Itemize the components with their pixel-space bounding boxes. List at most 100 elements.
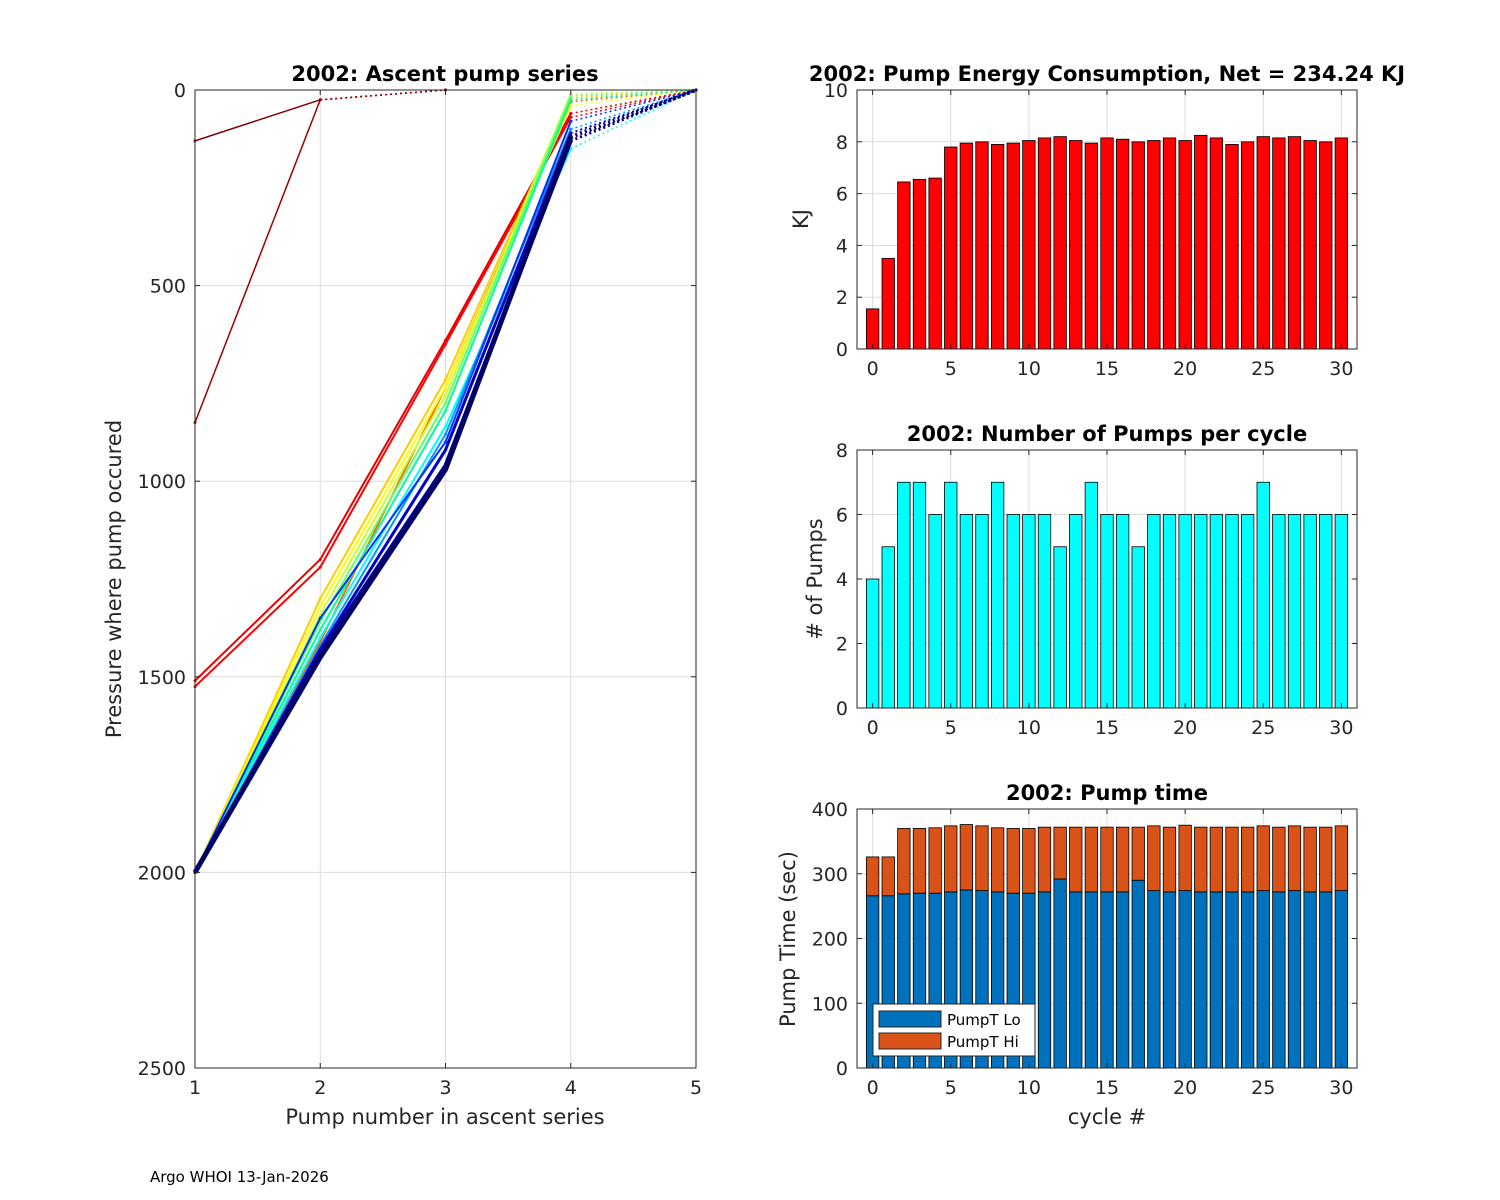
pumptime-bar-hi-25: [1256, 825, 1270, 891]
ascent-point-9-1: [318, 628, 322, 632]
energy-bar-24: [1240, 141, 1255, 350]
pumps-bar-1: [881, 546, 895, 709]
pumptime-xtick-label: 5: [945, 1077, 957, 1099]
ascent-point-5-1: [318, 597, 322, 601]
pumptime-bar-hi-13: [1069, 826, 1083, 893]
ascent-point-12-2: [444, 440, 447, 444]
pumptime-bar-hi-8: [990, 827, 1005, 893]
ascent-xtick-label: 4: [565, 1077, 577, 1099]
pumps-bar-30: [1334, 514, 1349, 709]
pumptime-bar-hi-30: [1334, 825, 1349, 891]
ascent-point-12-3: [569, 119, 573, 123]
pumps-ylabel: # of Pumps: [803, 518, 827, 640]
pumps-bar-20: [1178, 514, 1192, 709]
energy-bars: [865, 134, 1349, 350]
pumptime-bar-lo-19: [1162, 891, 1177, 1069]
pumptime-bar-lo-27: [1287, 890, 1302, 1069]
pumps-ytick-label: 8: [836, 440, 848, 462]
pumps-bar-25: [1256, 481, 1270, 709]
pumps-bar-13: [1069, 514, 1083, 709]
pumptime-bar-lo-17: [1131, 879, 1145, 1069]
legend-swatch-pumpt-lo: [878, 1010, 942, 1028]
ascent-grid: [194, 89, 697, 1069]
ascent-point-3-3: [569, 115, 573, 119]
ascent-series-dotted-11: [570, 89, 697, 130]
energy-bar-13: [1069, 140, 1083, 350]
pumptime-bar-hi-26: [1272, 826, 1286, 893]
pumptime-ytick-label: 0: [836, 1058, 848, 1080]
pumptime-bar-lo-29: [1319, 891, 1333, 1069]
pumptime-bar-lo-20: [1178, 890, 1192, 1069]
ascent-point-3-1: [318, 565, 322, 569]
energy-bar-8: [990, 143, 1005, 350]
energy-xtick-label: 0: [867, 358, 879, 380]
energy-ytick-label: 10: [824, 80, 848, 102]
energy-ytick-label: 0: [836, 339, 848, 361]
energy-ytick-label: 6: [836, 184, 848, 206]
pumps-bar-14: [1084, 481, 1099, 709]
ascent-ytick-label: 1500: [138, 667, 186, 689]
energy-title: 2002: Pump Energy Consumption, Net = 234…: [809, 62, 1405, 86]
energy-bar-18: [1147, 140, 1161, 350]
energy-ylabel: KJ: [789, 209, 813, 229]
ascent-series-dotted-1: [320, 89, 446, 101]
ascent-series-line-2: [194, 112, 572, 682]
pumps-bar-29: [1319, 514, 1333, 709]
energy-bar-11: [1037, 137, 1052, 350]
pumptime-bar-hi-20: [1178, 824, 1192, 891]
energy-xtick-label: 30: [1329, 358, 1353, 380]
ascent-point-9-2: [444, 409, 447, 413]
energy-xtick-label: 25: [1251, 358, 1275, 380]
pumps-bar-28: [1303, 514, 1317, 709]
ascent-xtick-label: 5: [690, 1077, 702, 1099]
ascent-series-dotted-15: [570, 88, 697, 139]
pumptime-bar-hi-15: [1100, 826, 1114, 893]
energy-bar-20: [1178, 140, 1192, 350]
pumps-bar-11: [1037, 514, 1052, 709]
pumptime-bar-lo-24: [1240, 891, 1255, 1069]
energy-bar-26: [1272, 137, 1286, 350]
pumps-bar-24: [1240, 514, 1255, 709]
energy-bar-1: [881, 257, 895, 350]
ascent-ylabel: Pressure where pump occured: [102, 420, 126, 738]
pumps-xtick-label: 15: [1095, 717, 1119, 739]
ascent-series-line-3: [194, 116, 572, 688]
pumps-bar-3: [912, 481, 927, 709]
pumptime-bar-lo-15: [1100, 891, 1114, 1069]
energy-bar-14: [1084, 142, 1099, 350]
ascent-point-11-2: [444, 432, 447, 436]
energy-xtick-label: 15: [1095, 358, 1119, 380]
pumps-bar-4: [928, 514, 942, 709]
pumptime-bar-lo-18: [1147, 890, 1161, 1069]
pumps-bar-19: [1162, 514, 1177, 709]
pumptime-bar-lo-26: [1272, 891, 1286, 1069]
ascent-point-7-2: [444, 393, 447, 397]
energy-bar-27: [1287, 136, 1302, 350]
pumptime-bar-lo-12: [1053, 878, 1067, 1069]
pumptime-bar-hi-2: [897, 828, 911, 895]
pumps-ytick-label: 0: [836, 698, 848, 720]
ascent-xtick-label: 3: [439, 1077, 451, 1099]
pumptime-xtick-label: 0: [867, 1077, 879, 1099]
ascent-point-5-2: [444, 377, 447, 381]
pumps-xtick-label: 20: [1173, 717, 1197, 739]
pumptime-bar-hi-0: [865, 856, 880, 897]
ascent-series-dotted-7: [570, 89, 697, 95]
ascent-point-13-3: [569, 131, 573, 135]
pumps-bar-10: [1022, 514, 1036, 709]
energy-bar-0: [865, 308, 880, 350]
pumps-xtick-label: 30: [1329, 717, 1353, 739]
ascent-series-line-15: [192, 136, 574, 874]
pumptime-ylabel: Pump Time (sec): [776, 851, 800, 1027]
energy-bar-15: [1100, 137, 1114, 350]
ascent-xtick-label: 2: [314, 1077, 326, 1099]
pumptime-xtick-label: 20: [1173, 1077, 1197, 1099]
energy-bar-16: [1115, 138, 1130, 350]
ascent-ytick-label: 1000: [138, 471, 186, 493]
pumptime-bar-hi-5: [944, 825, 958, 893]
ascent-ytick-label: 0: [174, 80, 186, 102]
pumptime-bar-hi-10: [1022, 828, 1036, 894]
ascent-ytick-label: 2000: [138, 862, 186, 884]
energy-bar-28: [1303, 140, 1317, 350]
